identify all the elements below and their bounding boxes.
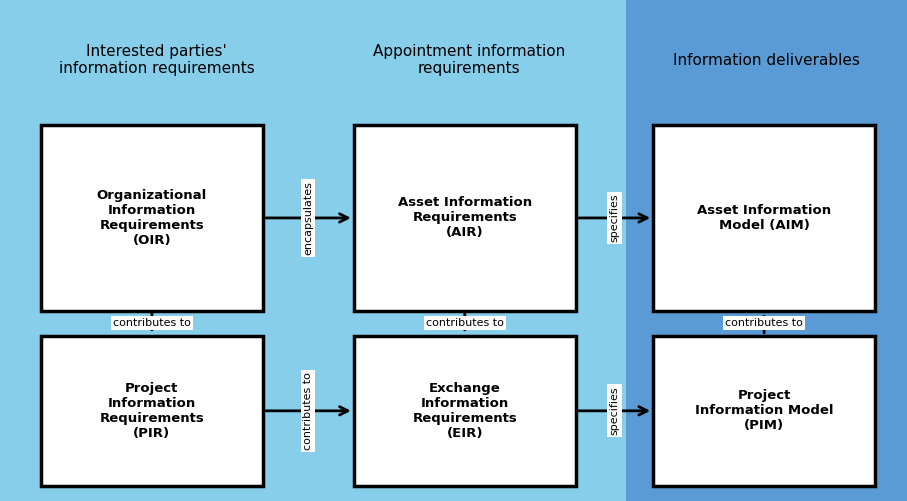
Text: contributes to: contributes to bbox=[726, 318, 803, 328]
Text: Organizational
Information
Requirements
(OIR): Organizational Information Requirements … bbox=[97, 189, 207, 247]
FancyBboxPatch shape bbox=[653, 336, 875, 486]
Text: contributes to: contributes to bbox=[303, 372, 314, 450]
Text: Appointment information
requirements: Appointment information requirements bbox=[374, 44, 565, 76]
FancyBboxPatch shape bbox=[41, 336, 263, 486]
FancyBboxPatch shape bbox=[313, 0, 626, 501]
Text: specifies: specifies bbox=[610, 193, 619, 242]
FancyBboxPatch shape bbox=[626, 0, 907, 501]
Text: Interested parties'
information requirements: Interested parties' information requirem… bbox=[59, 44, 254, 76]
FancyBboxPatch shape bbox=[653, 125, 875, 311]
Text: contributes to: contributes to bbox=[113, 318, 190, 328]
Text: Information deliverables: Information deliverables bbox=[673, 53, 860, 68]
Text: encapsulates: encapsulates bbox=[303, 181, 314, 255]
Text: Asset Information
Model (AIM): Asset Information Model (AIM) bbox=[697, 204, 831, 232]
FancyBboxPatch shape bbox=[0, 0, 313, 501]
Text: Exchange
Information
Requirements
(EIR): Exchange Information Requirements (EIR) bbox=[413, 382, 517, 440]
FancyBboxPatch shape bbox=[354, 336, 576, 486]
Text: specifies: specifies bbox=[610, 386, 619, 435]
Text: Asset Information
Requirements
(AIR): Asset Information Requirements (AIR) bbox=[398, 196, 532, 239]
Text: Project
Information
Requirements
(PIR): Project Information Requirements (PIR) bbox=[100, 382, 204, 440]
Text: Project
Information Model
(PIM): Project Information Model (PIM) bbox=[695, 389, 834, 432]
FancyBboxPatch shape bbox=[354, 125, 576, 311]
FancyBboxPatch shape bbox=[41, 125, 263, 311]
Text: contributes to: contributes to bbox=[426, 318, 503, 328]
